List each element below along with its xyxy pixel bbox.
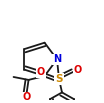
Text: O: O: [74, 65, 82, 75]
Text: O: O: [22, 92, 31, 102]
Text: S: S: [55, 74, 63, 84]
Text: N: N: [53, 54, 61, 64]
Text: O: O: [37, 67, 45, 77]
